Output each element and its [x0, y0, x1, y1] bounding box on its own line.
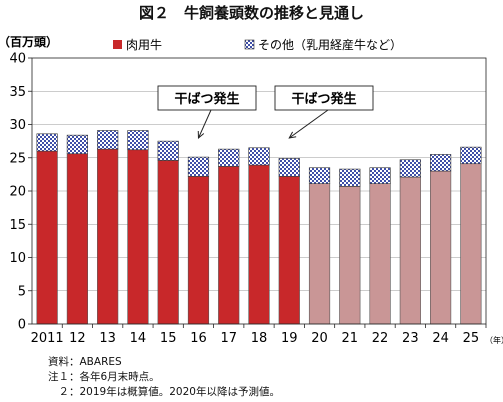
annotation-box [157, 85, 257, 111]
y-tick-label: 10 [9, 251, 26, 266]
bar-other-cattle [399, 159, 421, 178]
x-tick-label: 12 [69, 331, 86, 346]
y-tick-label: 5 [18, 284, 26, 299]
annotation-label: 干ばつ発生 [174, 91, 239, 107]
bar-other-cattle [127, 130, 149, 151]
legend-label-other: その他（乳用経産牛など） [258, 37, 402, 52]
x-tick-label: 20 [311, 331, 328, 346]
bar-beef-cattle [430, 170, 452, 325]
x-tick-label: 2011 [31, 331, 64, 346]
y-tick-label: 0 [18, 318, 26, 333]
bar-other-cattle [308, 167, 331, 184]
bar-beef-cattle [399, 176, 421, 325]
bar-other-cattle [278, 158, 300, 177]
bar-beef-cattle [157, 160, 179, 325]
bar-other-cattle [157, 140, 179, 161]
x-tick-label: 25 [463, 331, 480, 346]
note-1: 注１：各年6月末時点。 [48, 371, 160, 383]
annotation-arrow [288, 109, 329, 139]
annotation-arrowhead [288, 131, 297, 139]
bar-other-cattle [248, 147, 270, 166]
bar-other-cattle [218, 148, 240, 167]
bar-beef-cattle [97, 148, 119, 325]
x-tick-label: 19 [281, 331, 298, 346]
y-axis-label: （百万頭） [0, 34, 58, 49]
annotation-box [274, 85, 374, 111]
x-tick-label: 16 [190, 331, 207, 346]
bar-beef-cattle [308, 183, 331, 325]
x-tick-label: 24 [432, 331, 449, 346]
x-axis-unit-label: （年） [485, 335, 503, 345]
x-tick-label: 14 [130, 331, 147, 346]
y-tick-label: 25 [9, 151, 26, 166]
bar-beef-cattle [339, 186, 361, 325]
bar-beef-cattle [369, 183, 391, 325]
bar-other-cattle [36, 133, 58, 152]
bar-beef-cattle [460, 163, 482, 325]
bar-beef-cattle [127, 149, 149, 325]
note-2: ２：2019年は概算値。2020年以降は予測値。 [48, 386, 280, 398]
bar-beef-cattle [278, 176, 300, 325]
bars [36, 130, 482, 325]
chart-title: 図２ 牛飼養頭数の推移と見通し [138, 4, 364, 22]
x-tick-label: 23 [402, 331, 419, 346]
y-tick-label: 40 [9, 52, 26, 67]
bar-other-cattle [339, 168, 361, 187]
bar-other-cattle [97, 130, 119, 150]
x-tick-label: 17 [220, 331, 237, 346]
annotations: 干ばつ発生 干ばつ発生 [157, 85, 374, 140]
bar-other-cattle [369, 167, 391, 184]
x-tick-label: 22 [372, 331, 389, 346]
bar-beef-cattle [66, 153, 88, 325]
x-tick-label: 21 [342, 331, 359, 346]
bar-beef-cattle [248, 164, 270, 325]
bar-beef-cattle [187, 176, 210, 325]
annotation-label: 干ばつ発生 [291, 91, 356, 107]
note-source: 資料：ABARES [48, 356, 122, 368]
bar-other-cattle [460, 146, 482, 165]
y-tick-label: 30 [9, 118, 26, 133]
legend-swatch-beef [113, 40, 122, 49]
y-tick-label: 35 [9, 85, 26, 100]
bar-other-cattle [430, 154, 452, 172]
annotation-arrow [198, 109, 212, 139]
annotation-arrowhead [197, 130, 205, 140]
bar-other-cattle [66, 134, 88, 155]
legend-swatch-other [244, 39, 255, 50]
x-tick-label: 18 [251, 331, 268, 346]
chart-notes: 資料：ABARES 注１：各年6月末時点。 ２：2019年は概算値。2020年以… [48, 355, 280, 400]
legend: 肉用牛 その他（乳用経産牛など） [113, 37, 402, 52]
bar-beef-cattle [218, 166, 240, 325]
legend-label-beef: 肉用牛 [126, 37, 162, 52]
y-tick-label: 15 [9, 218, 26, 233]
y-tick-label: 20 [9, 185, 26, 200]
bar-beef-cattle [36, 150, 58, 325]
bar-other-cattle [187, 156, 210, 177]
x-tick-label: 15 [160, 331, 177, 346]
x-tick-label: 13 [99, 331, 116, 346]
axes: 0 5 10 15 20 25 30 35 40 2011 12 13 14 15 16 17 18 19 20 21… [9, 52, 503, 347]
